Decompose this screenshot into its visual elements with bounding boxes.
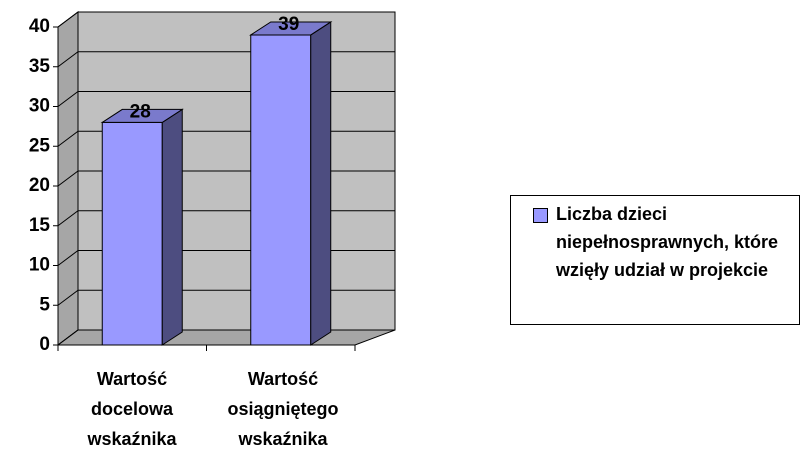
- y-tick-label: 30: [29, 96, 50, 117]
- y-tick-label: 20: [29, 175, 50, 196]
- y-tick-label: 15: [29, 215, 51, 236]
- y-tick-label: 10: [29, 255, 50, 276]
- bar: [249, 21, 333, 346]
- bar-top: [249, 21, 333, 36]
- x-tick-label: Wartość osiągniętego wskaźnika: [227, 369, 339, 449]
- bar-side: [310, 21, 332, 346]
- legend-label: Liczba dzieci niepełnosprawnych, które w…: [556, 204, 779, 280]
- x-tick-label: Wartość docelowa wskaźnika: [87, 369, 177, 449]
- data-label: 39: [278, 14, 299, 35]
- y-tick-label: 40: [29, 16, 50, 37]
- bar-front: [250, 34, 312, 346]
- y-tick-label: 25: [29, 135, 51, 156]
- legend-key: [533, 208, 548, 223]
- grid-line: [57, 11, 395, 28]
- legend: Liczba dzieci niepełnosprawnych, które w…: [510, 195, 800, 325]
- bar-side: [161, 108, 183, 346]
- y-tick-label: 35: [29, 56, 51, 77]
- bar-top: [100, 108, 184, 123]
- bar-front: [101, 121, 163, 346]
- data-label: 28: [130, 101, 151, 122]
- bar: [100, 108, 184, 346]
- y-tick-label: 0: [39, 334, 50, 355]
- y-tick-label: 5: [39, 294, 50, 315]
